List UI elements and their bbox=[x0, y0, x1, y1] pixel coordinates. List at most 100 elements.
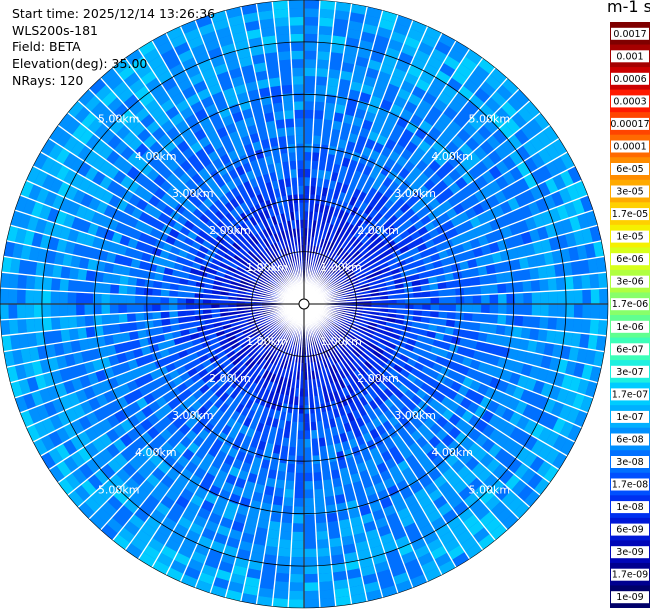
gate-cell bbox=[304, 599, 320, 608]
gate-cell bbox=[26, 260, 38, 276]
gate-cell bbox=[60, 328, 71, 343]
gate-cell bbox=[225, 362, 235, 372]
gate-cell bbox=[334, 494, 347, 505]
gate-cell bbox=[214, 387, 225, 399]
gate-cell bbox=[293, 109, 304, 119]
gate-cell bbox=[170, 91, 186, 106]
elevation-label: Elevation(deg): 35.00 bbox=[12, 56, 148, 71]
gate-cell bbox=[10, 257, 21, 274]
gate-cell bbox=[43, 263, 54, 278]
gate-cell bbox=[337, 459, 348, 470]
gate-cell bbox=[258, 386, 267, 397]
gate-cell bbox=[298, 202, 304, 212]
gate-cell bbox=[353, 228, 363, 239]
gate-cell bbox=[419, 523, 435, 538]
gate-cell bbox=[595, 256, 607, 274]
gate-cell bbox=[497, 282, 507, 294]
ray-line bbox=[303, 303, 457, 568]
gate-cell bbox=[40, 156, 56, 174]
gate-cell bbox=[137, 268, 148, 279]
gate-cell bbox=[472, 349, 484, 362]
gate-cell bbox=[165, 105, 180, 120]
gate-cell bbox=[356, 135, 368, 147]
ray-line bbox=[303, 303, 576, 443]
gate-cell bbox=[261, 562, 277, 573]
colorbar-label-bg bbox=[611, 478, 649, 491]
gate-cell bbox=[26, 166, 41, 184]
gate-cell bbox=[298, 396, 304, 406]
gate-cell bbox=[185, 202, 198, 214]
colorbar-label: 3e-09 bbox=[616, 547, 643, 558]
gate-cell bbox=[358, 504, 372, 517]
gate-cell bbox=[404, 309, 414, 316]
gate-cell bbox=[550, 400, 565, 418]
gate-cell bbox=[343, 285, 353, 291]
gate-cell bbox=[34, 275, 44, 291]
gate-cell bbox=[321, 278, 328, 287]
gate-cell bbox=[190, 184, 203, 197]
gate-cell bbox=[184, 190, 197, 203]
gate-cell bbox=[248, 381, 258, 392]
gate-cell bbox=[59, 291, 68, 304]
gate-cell bbox=[554, 330, 565, 345]
gate-cell bbox=[237, 469, 250, 481]
gate-cell bbox=[392, 234, 404, 245]
gate-cell bbox=[285, 412, 293, 422]
gate-cell bbox=[134, 107, 150, 122]
gate-cell bbox=[262, 450, 273, 461]
gate-cell bbox=[204, 492, 219, 505]
gate-cell bbox=[289, 438, 297, 448]
gate-cell bbox=[179, 126, 194, 140]
gate-cell bbox=[310, 177, 318, 187]
gate-cell bbox=[257, 587, 274, 598]
gate-cell bbox=[483, 342, 494, 355]
gate-cell bbox=[545, 160, 560, 178]
gate-cell bbox=[523, 490, 541, 508]
gate-cell bbox=[335, 270, 344, 278]
gate-cell bbox=[223, 346, 234, 355]
gate-cell bbox=[504, 358, 517, 372]
gate-cell bbox=[37, 345, 48, 361]
gate-cell bbox=[281, 322, 289, 331]
gate-cell bbox=[185, 529, 201, 544]
gate-cell bbox=[399, 202, 411, 214]
gate-cell bbox=[80, 400, 94, 416]
gate-cell bbox=[164, 538, 182, 553]
gate-cell bbox=[249, 338, 259, 347]
gate-cell bbox=[332, 281, 341, 288]
gate-cell bbox=[173, 523, 189, 538]
gate-cell bbox=[130, 56, 148, 72]
gate-cell bbox=[448, 254, 459, 265]
gate-cell bbox=[494, 334, 505, 347]
gate-cell bbox=[92, 452, 108, 469]
gate-cell bbox=[338, 274, 347, 281]
gate-cell bbox=[544, 143, 560, 161]
gate-cell bbox=[71, 216, 84, 231]
gate-cell bbox=[315, 412, 323, 422]
gate-cell bbox=[118, 64, 136, 81]
gate-cell bbox=[516, 430, 531, 447]
gate-cell bbox=[527, 254, 538, 269]
gate-cell bbox=[285, 255, 291, 265]
gate-cell bbox=[360, 351, 370, 361]
gate-cell bbox=[423, 481, 438, 496]
gate-cell bbox=[397, 543, 414, 557]
gate-cell bbox=[424, 26, 442, 41]
gate-cell bbox=[75, 230, 88, 245]
gate-cell bbox=[429, 282, 439, 291]
gate-cell bbox=[560, 152, 575, 170]
gate-cell bbox=[222, 371, 233, 382]
gate-cell bbox=[148, 140, 163, 155]
gate-cell bbox=[10, 334, 21, 351]
gate-cell bbox=[304, 464, 313, 473]
gate-cell bbox=[328, 537, 343, 548]
gate-cell bbox=[330, 215, 338, 226]
gate-cell bbox=[383, 387, 394, 399]
ray-line bbox=[48, 303, 305, 471]
gate-cell bbox=[530, 279, 541, 293]
gate-cell bbox=[377, 257, 387, 266]
gate-cell bbox=[18, 333, 29, 349]
gate-cell bbox=[140, 251, 152, 263]
gate-cell bbox=[412, 285, 422, 293]
gate-cell bbox=[216, 377, 227, 388]
